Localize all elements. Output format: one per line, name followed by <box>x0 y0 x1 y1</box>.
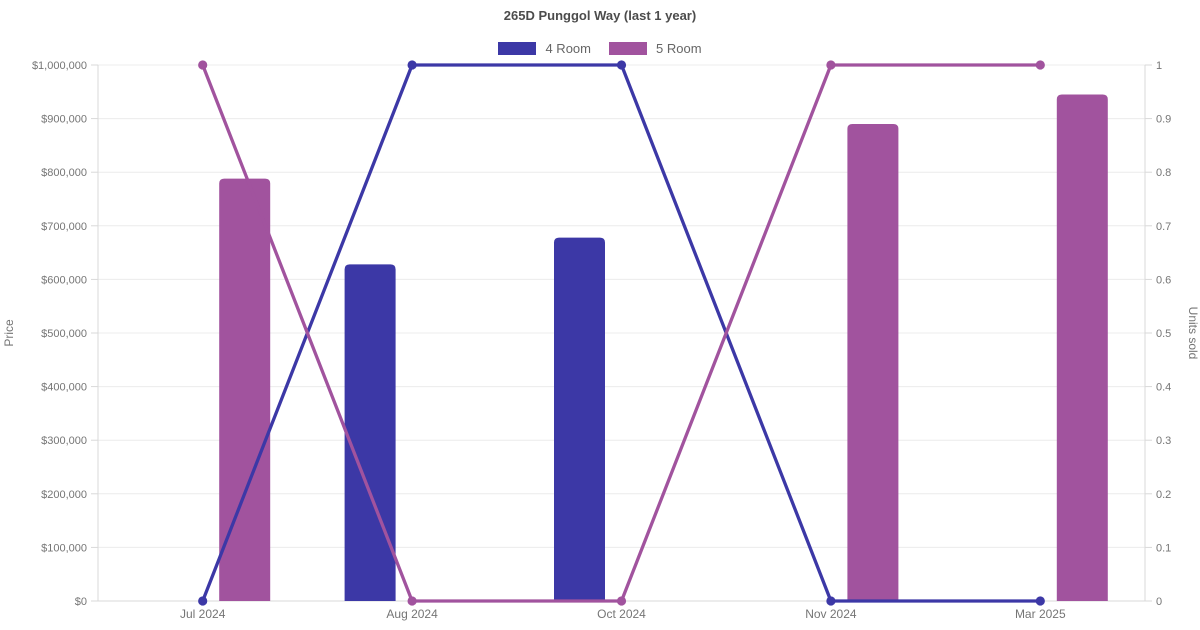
data-point <box>1035 60 1045 70</box>
y-left-tick-label: $700,000 <box>41 221 87 233</box>
data-point <box>1035 596 1045 606</box>
data-point <box>407 596 417 606</box>
y-right-tick-label: 0.2 <box>1156 489 1171 501</box>
y-right-tick-label: 0.6 <box>1156 274 1171 286</box>
chart-title: 265D Punggol Way (last 1 year) <box>503 8 697 23</box>
legend-item-5-room[interactable]: 5 Room <box>609 41 702 56</box>
data-point <box>198 596 208 606</box>
y-right-axis-title: Units sold <box>1186 307 1200 360</box>
y-left-tick-label: $100,000 <box>41 542 87 554</box>
data-point <box>616 60 627 70</box>
y-left-tick-label: $0 <box>75 596 87 608</box>
x-axis-label: Jul 2024 <box>180 607 226 621</box>
data-point <box>616 596 627 606</box>
data-point <box>198 60 208 70</box>
y-left-tick-label: $400,000 <box>41 382 87 394</box>
x-axis-label: Aug 2024 <box>386 607 438 621</box>
y-left-axis-title: Price <box>2 319 16 347</box>
y-right-tick-label: 0.3 <box>1156 435 1171 447</box>
x-axis-label: Mar 2025 <box>1015 607 1066 621</box>
line-layer <box>198 60 1045 606</box>
y-right-tick-label: 0.7 <box>1156 221 1171 233</box>
chart-legend: 4 Room 5 Room <box>0 41 1200 56</box>
y-left-tick-label: $1,000,000 <box>32 60 87 72</box>
data-point <box>826 60 836 70</box>
y-right-tick-label: 0.5 <box>1156 328 1171 340</box>
y-left-tick-label: $900,000 <box>41 114 87 126</box>
y-left-tick-label: $800,000 <box>41 167 87 179</box>
x-axis-label: Nov 2024 <box>805 607 857 621</box>
y-right-tick-label: 0.4 <box>1156 382 1171 394</box>
legend-label-4-room: 4 Room <box>545 41 591 56</box>
legend-label-5-room: 5 Room <box>656 41 702 56</box>
bar-layer <box>219 94 1108 602</box>
y-left-tick-label: $200,000 <box>41 489 87 501</box>
bar-5-room <box>847 123 899 602</box>
y-left-tick-label: $600,000 <box>41 274 87 286</box>
y-left-tick-label: $300,000 <box>41 435 87 447</box>
y-right-tick-label: 0.8 <box>1156 167 1171 179</box>
y-right-tick-label: 0.9 <box>1156 114 1171 126</box>
x-axis-label: Oct 2024 <box>597 607 646 621</box>
data-point <box>407 60 417 70</box>
y-right-tick-label: 0 <box>1156 596 1162 608</box>
data-point <box>826 596 836 606</box>
bar-5-room <box>219 178 271 601</box>
tick-label-layer: $0 0 $100,000 0.1 $200,000 0.2 $300,000 0.3 $400… <box>32 60 1171 621</box>
bar-4-room <box>344 264 396 601</box>
legend-swatch-5-room <box>609 42 647 55</box>
legend-swatch-4-room <box>498 42 537 55</box>
bar-5-room <box>1056 94 1108 601</box>
legend-item-4-room[interactable]: 4 Room <box>498 41 591 56</box>
bar-4-room <box>554 237 605 602</box>
y-left-tick-label: $500,000 <box>41 328 87 340</box>
grid-layer <box>98 64 1145 602</box>
y-right-tick-label: 0.1 <box>1156 542 1171 554</box>
y-right-tick-label: 1 <box>1156 60 1162 72</box>
